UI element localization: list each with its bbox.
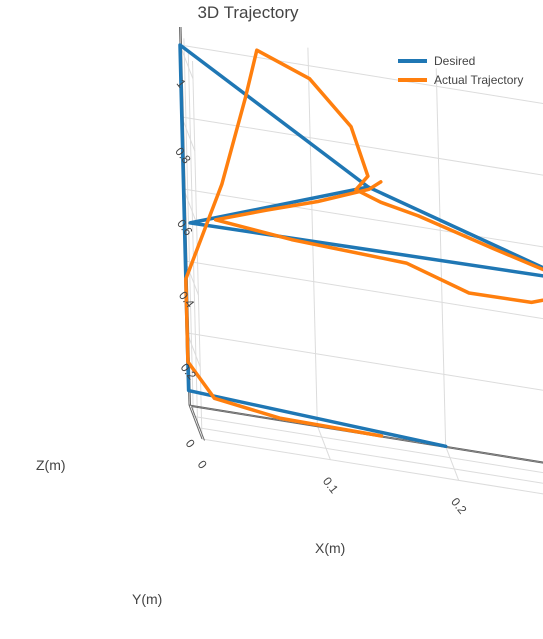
y-tick-label: 0 <box>195 458 210 472</box>
grid-line <box>187 49 199 428</box>
grid-line <box>183 188 198 224</box>
grid-line <box>193 415 543 474</box>
x-axis-label: X(m) <box>315 540 345 556</box>
grid-line <box>197 427 543 484</box>
legend-label-desired: Desired <box>434 54 475 68</box>
chart-title: 3D Trajectory <box>197 3 299 22</box>
z-tick-label: 0 <box>183 437 198 451</box>
grid-line <box>179 44 543 104</box>
y-axis-line <box>191 406 205 441</box>
grid-line <box>183 188 543 248</box>
grid-line <box>187 332 543 391</box>
trajectory-line-desired <box>178 43 543 449</box>
z-axis-label: Z(m) <box>36 457 66 473</box>
y-tick-label: 0.2 <box>448 495 470 517</box>
grid-line <box>201 438 543 495</box>
y-axis-line <box>188 404 203 440</box>
grid-line <box>181 116 543 176</box>
chart-series[interactable] <box>178 43 543 449</box>
chart-legend[interactable]: Desired Actual Trajectory <box>398 54 523 87</box>
grid-line <box>179 44 194 80</box>
grid-line <box>445 446 460 481</box>
grid-line <box>307 47 318 426</box>
x-axis-line <box>191 406 543 464</box>
grid-line <box>184 260 199 296</box>
grid-line <box>185 260 543 320</box>
grid-line <box>316 425 331 460</box>
y-axis-label: Y(m) <box>132 591 162 607</box>
y-tick-label: 0.1 <box>320 474 342 496</box>
grid-line <box>183 38 194 417</box>
legend-label-actual: Actual Trajectory <box>434 73 523 87</box>
grid-line <box>181 116 196 152</box>
chart-grid <box>179 26 543 495</box>
grid-line <box>435 68 447 447</box>
grid-line <box>186 332 201 368</box>
trajectory-line-actual <box>184 48 543 438</box>
